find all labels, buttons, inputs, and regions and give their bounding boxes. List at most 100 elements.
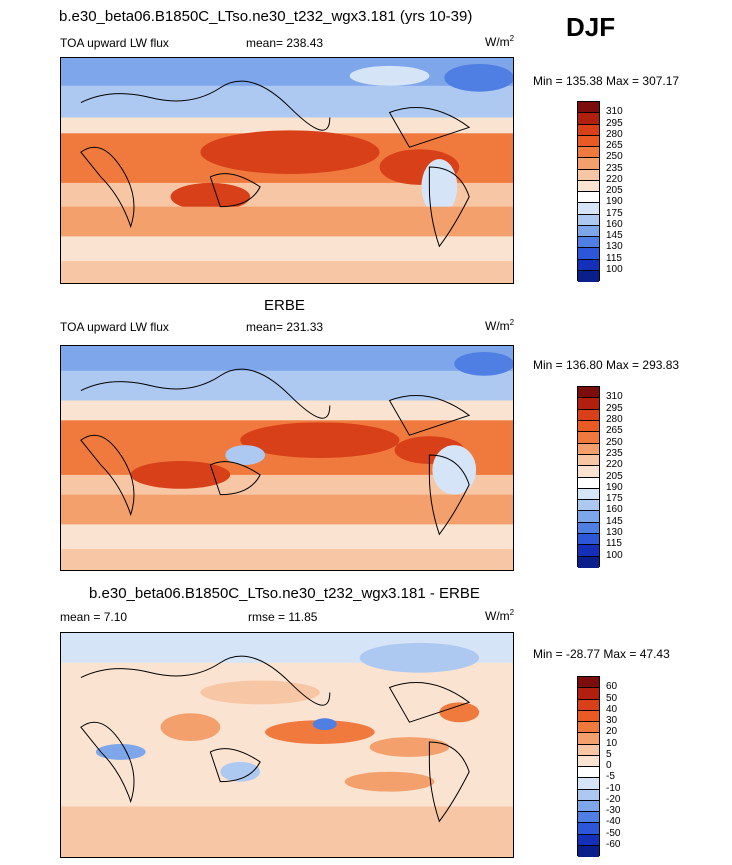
colorbar-swatch <box>578 688 599 700</box>
colorbar-label: 220 <box>606 459 623 471</box>
colorbar-label: 0 <box>606 760 612 771</box>
colorbar-swatch <box>578 102 599 114</box>
toa-lw-flux-erbe-map <box>61 346 513 570</box>
panel-1-title: b.e30_beta06.B1850C_LTso.ne30_t232_wgx3.… <box>59 8 473 25</box>
panel-3-rmse: rmse = 11.85 <box>248 610 318 624</box>
colorbar-label: 175 <box>606 207 623 219</box>
colorbar-label: 100 <box>606 263 623 275</box>
colorbar-label: 115 <box>606 538 622 550</box>
colorbar-swatch <box>578 420 599 433</box>
panel-3-map <box>60 632 514 858</box>
colorbar-label: 310 <box>606 391 623 403</box>
panel-2-mean: mean= 231.33 <box>246 320 324 334</box>
colorbar-label: 145 <box>606 515 623 527</box>
colorbar-swatch <box>578 545 599 557</box>
panel-1-units: W/m2 <box>485 34 515 49</box>
colorbar-label: 160 <box>606 504 623 516</box>
panel-2-colorbar <box>577 386 600 568</box>
colorbar-swatch <box>578 387 599 399</box>
colorbar-swatch <box>578 192 599 204</box>
colorbar-label: 115 <box>606 252 622 264</box>
colorbar-swatch <box>578 823 599 835</box>
colorbar-swatch <box>578 214 599 226</box>
colorbar-swatch <box>578 454 599 467</box>
colorbar-label: 50 <box>606 692 618 704</box>
colorbar-swatch <box>578 158 599 170</box>
colorbar-swatch <box>578 169 599 181</box>
colorbar-label: 250 <box>606 436 623 448</box>
colorbar-swatch <box>578 722 599 734</box>
colorbar-swatch <box>578 522 599 535</box>
colorbar-label: 205 <box>606 185 623 196</box>
colorbar-swatch <box>578 845 599 857</box>
colorbar-label: 280 <box>606 413 623 425</box>
colorbar-label: 20 <box>606 726 618 738</box>
colorbar-swatch <box>578 677 599 689</box>
colorbar-swatch <box>578 488 599 501</box>
colorbar-label: 235 <box>606 447 623 459</box>
panel-1-minmax: Min = 135.38 Max = 307.17 <box>533 74 680 88</box>
colorbar-label: -40 <box>606 816 621 828</box>
colorbar-swatch <box>578 477 599 489</box>
panel-1-mean: mean= 238.43 <box>246 36 324 50</box>
colorbar-swatch <box>578 556 599 568</box>
colorbar-swatch <box>578 270 599 282</box>
panel-2-minmax: Min = 136.80 Max = 293.83 <box>533 358 680 372</box>
colorbar-swatch <box>578 180 599 192</box>
colorbar-swatch <box>578 259 599 271</box>
colorbar-label: 205 <box>606 470 623 482</box>
colorbar-label: -60 <box>606 838 621 850</box>
panel-3-mean: mean = 7.10 <box>60 610 128 624</box>
panel-3-minmax: Min = -28.77 Max = 47.43 <box>533 647 670 661</box>
colorbar-swatch <box>578 789 599 801</box>
colorbar-label: -5 <box>606 771 615 783</box>
panel-3-colorbar <box>577 676 600 857</box>
colorbar-swatch <box>578 534 599 546</box>
colorbar-label: 265 <box>606 425 623 437</box>
colorbar-swatch <box>578 443 599 455</box>
colorbar-swatch <box>578 432 599 444</box>
colorbar-label: -50 <box>606 827 621 839</box>
colorbar-swatch <box>578 812 599 824</box>
colorbar-swatch <box>578 744 599 756</box>
colorbar-swatch <box>578 733 599 745</box>
panel-1-map <box>60 57 514 284</box>
colorbar-swatch <box>578 699 599 711</box>
colorbar-label: -30 <box>606 805 621 816</box>
colorbar-label: 160 <box>606 218 623 230</box>
panel-1-variable: TOA upward LW flux <box>60 36 169 50</box>
colorbar-swatch <box>578 755 599 767</box>
colorbar-swatch <box>578 511 599 523</box>
colorbar-swatch <box>578 147 599 159</box>
panel-1-colorbar <box>577 101 600 282</box>
panel-2-variable: TOA upward LW flux <box>60 320 169 334</box>
colorbar-swatch <box>578 778 599 790</box>
colorbar-label: 5 <box>606 748 612 760</box>
colorbar-label: 130 <box>606 527 623 539</box>
colorbar-label: 60 <box>606 681 618 693</box>
colorbar-label: 235 <box>606 162 623 174</box>
colorbar-label: 10 <box>606 737 618 749</box>
colorbar-label: 280 <box>606 128 623 140</box>
colorbar-label: -10 <box>606 782 621 794</box>
colorbar-label: 295 <box>606 402 623 414</box>
colorbar-label: 265 <box>606 140 623 151</box>
colorbar-label: 190 <box>606 196 623 208</box>
colorbar-swatch <box>578 409 599 421</box>
colorbar-label: 190 <box>606 481 623 493</box>
colorbar-swatch <box>578 237 599 249</box>
toa-lw-flux-difference-map <box>61 633 513 857</box>
colorbar-label: 310 <box>606 106 623 118</box>
colorbar-swatch <box>578 466 599 478</box>
colorbar-swatch <box>578 398 599 410</box>
colorbar-label: 250 <box>606 151 623 163</box>
colorbar-label: 220 <box>606 173 623 185</box>
colorbar-swatch <box>578 834 599 846</box>
panel-3-units: W/m2 <box>485 608 515 623</box>
panel-2-map <box>60 345 514 571</box>
colorbar-swatch <box>578 800 599 812</box>
toa-lw-flux-model-map <box>61 58 513 283</box>
colorbar-swatch <box>578 203 599 215</box>
colorbar-label: 130 <box>606 241 623 253</box>
panel-3-title: b.e30_beta06.B1850C_LTso.ne30_t232_wgx3.… <box>89 585 480 602</box>
